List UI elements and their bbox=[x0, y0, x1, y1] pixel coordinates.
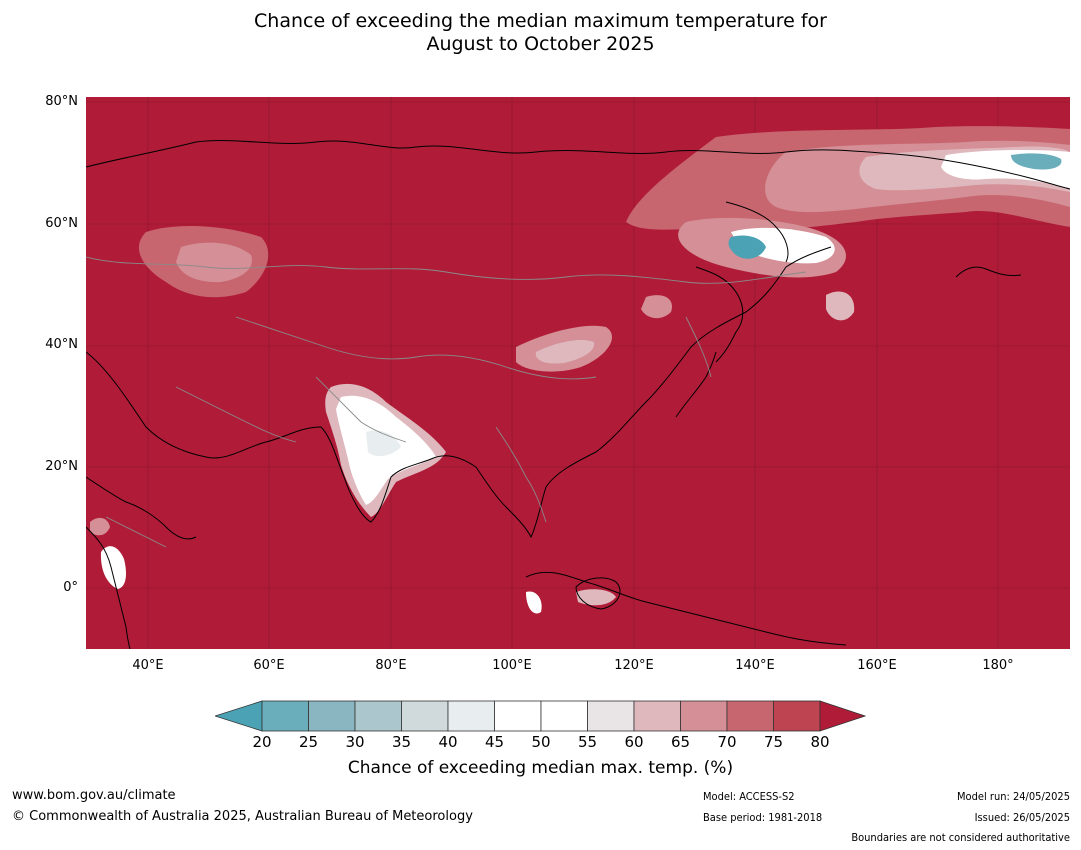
colorbar-segment bbox=[261, 700, 309, 732]
footer-model: Model: ACCESS-S2 bbox=[703, 790, 795, 803]
country-borders bbox=[86, 256, 807, 548]
colorbar-segments bbox=[261, 700, 821, 732]
colorbar-low-extend bbox=[215, 700, 263, 732]
colorbar-tick-label: 45 bbox=[484, 733, 505, 751]
colorbar-tick-label: 65 bbox=[670, 733, 691, 751]
colorbar-segment bbox=[773, 700, 821, 732]
footer-issued: Issued: 26/05/2025 bbox=[974, 811, 1070, 824]
colorbar-tick-label: 50 bbox=[531, 733, 551, 751]
map-title-line1: Chance of exceeding the median maximum t… bbox=[254, 10, 827, 32]
lon-label-180: 180° bbox=[982, 658, 1014, 673]
colorbar-tick-label: 80 bbox=[810, 733, 830, 751]
colorbar-segment bbox=[587, 700, 635, 732]
lon-label-60e: 60°E bbox=[253, 658, 285, 673]
colorbar-segment bbox=[633, 700, 681, 732]
coastlines bbox=[86, 140, 1070, 649]
colorbar-tick-label: 75 bbox=[763, 733, 784, 751]
colorbar-tick-label: 25 bbox=[298, 733, 319, 751]
lon-label-100e: 100°E bbox=[492, 658, 532, 673]
lat-label-40n: 40°N bbox=[45, 337, 78, 352]
colorbar-tick-label: 20 bbox=[252, 733, 272, 751]
colorbar-segment bbox=[354, 700, 402, 732]
lat-label-60n: 60°N bbox=[45, 216, 78, 231]
forecast-map bbox=[86, 97, 1070, 649]
colorbar-tick-label: 60 bbox=[624, 733, 644, 751]
footer-url[interactable]: www.bom.gov.au/climate bbox=[12, 788, 176, 803]
colorbar-tick-label: 55 bbox=[577, 733, 598, 751]
footer-model-run: Model run: 24/05/2025 bbox=[957, 790, 1070, 803]
footer-disclaimer: Boundaries are not considered authoritat… bbox=[851, 831, 1070, 844]
colorbar-segment bbox=[540, 700, 588, 732]
lat-label-80n: 80°N bbox=[45, 94, 78, 109]
lat-label-0: 0° bbox=[63, 580, 78, 595]
lon-label-120e: 120°E bbox=[614, 658, 654, 673]
anomaly-central-asia bbox=[138, 225, 672, 372]
map-title-line2: August to October 2025 bbox=[426, 33, 655, 55]
colorbar-segment bbox=[401, 700, 449, 732]
colorbar-label: Chance of exceeding median max. temp. (%… bbox=[347, 758, 734, 778]
colorbar-segment bbox=[680, 700, 728, 732]
anomaly-ne-siberia bbox=[626, 126, 1070, 321]
lon-label-40e: 40°E bbox=[132, 658, 164, 673]
colorbar-segment bbox=[494, 700, 542, 732]
footer-copyright: © Commonwealth of Australia 2025, Austra… bbox=[12, 809, 473, 824]
colorbar-tick-label: 40 bbox=[438, 733, 458, 751]
colorbar-tick-label: 30 bbox=[345, 733, 365, 751]
colorbar bbox=[215, 700, 866, 732]
footer-base-period: Base period: 1981-2018 bbox=[703, 811, 823, 824]
colorbar-high-extend bbox=[819, 700, 866, 732]
colorbar-tick-label: 70 bbox=[717, 733, 737, 751]
lon-label-160e: 160°E bbox=[857, 658, 897, 673]
lon-label-80e: 80°E bbox=[375, 658, 407, 673]
lat-label-20n: 20°N bbox=[45, 459, 78, 474]
colorbar-segment bbox=[447, 700, 495, 732]
colorbar-tick-label: 35 bbox=[391, 733, 412, 751]
colorbar-segment bbox=[726, 700, 774, 732]
lon-label-140e: 140°E bbox=[735, 658, 775, 673]
colorbar-segment bbox=[308, 700, 356, 732]
